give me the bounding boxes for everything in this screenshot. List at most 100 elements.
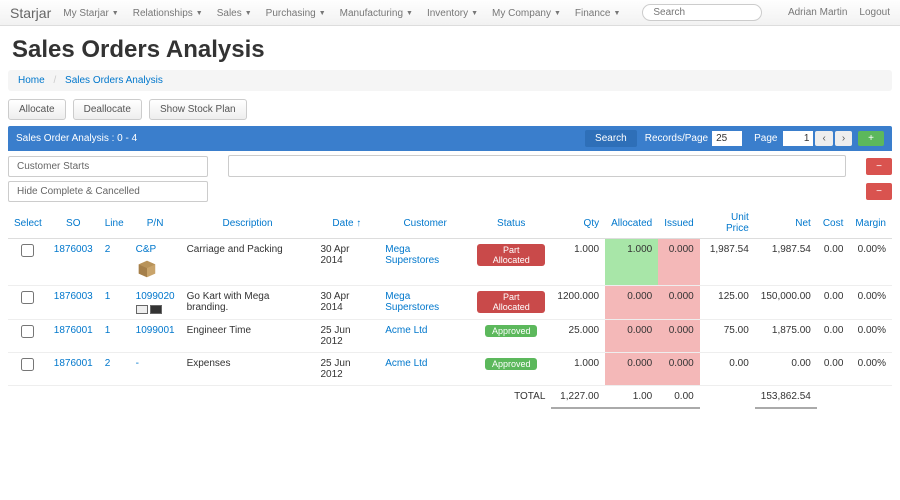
total-label: TOTAL — [471, 386, 551, 409]
nav-item-inventory[interactable]: Inventory ▼ — [427, 8, 478, 19]
status-badge: Approved — [485, 358, 538, 370]
search-button[interactable]: Search — [585, 130, 637, 147]
prev-button[interactable]: ‹ — [815, 131, 832, 146]
customer-link[interactable]: Mega Superstores — [385, 244, 439, 266]
cost-cell: 0.00 — [817, 353, 850, 386]
hide-filter[interactable] — [8, 181, 208, 202]
qty-cell: 25.000 — [551, 320, 605, 353]
so-link[interactable]: 1876001 — [54, 358, 93, 369]
deallocate-button[interactable]: Deallocate — [73, 99, 142, 120]
date-cell: 25 Jun 2012 — [314, 353, 379, 386]
col-date-[interactable]: Date ↑ — [314, 208, 379, 239]
so-link[interactable]: 1876003 — [54, 244, 93, 255]
toolbar: Allocate Deallocate Show Stock Plan — [8, 99, 892, 120]
nav-item-my-starjar[interactable]: My Starjar ▼ — [63, 8, 119, 19]
nav-item-finance[interactable]: Finance ▼ — [575, 8, 621, 19]
issued-cell: 0.000 — [658, 239, 699, 286]
nav-item-manufacturing[interactable]: Manufacturing ▼ — [340, 8, 413, 19]
remove-filter-button-2[interactable]: − — [866, 183, 892, 200]
col-p-n[interactable]: P/N — [130, 208, 181, 239]
table-row: 1876001 2 - Expenses25 Jun 2012 Acme Ltd Appr… — [8, 353, 892, 386]
desc-cell: Engineer Time — [181, 320, 315, 353]
col-line[interactable]: Line — [99, 208, 130, 239]
allocate-button[interactable]: Allocate — [8, 99, 66, 120]
desc-cell: Carriage and Packing — [181, 239, 315, 286]
customer-filter[interactable] — [8, 156, 208, 177]
col-status[interactable]: Status — [471, 208, 551, 239]
show-stock-button[interactable]: Show Stock Plan — [149, 99, 247, 120]
logout-link[interactable]: Logout — [859, 7, 890, 18]
user-name[interactable]: Adrian Martin — [788, 7, 847, 18]
status-badge: Approved — [485, 325, 538, 337]
pn-link[interactable]: 1099020 — [136, 291, 175, 302]
line-link[interactable]: 1 — [105, 325, 111, 336]
so-link[interactable]: 1876003 — [54, 291, 93, 302]
pn-link[interactable]: C&P — [136, 244, 157, 255]
unit-cell: 1,987.54 — [700, 239, 755, 286]
records-page-input[interactable] — [712, 131, 742, 146]
alloc-cell: 0.000 — [605, 320, 658, 353]
remove-filter-button[interactable]: − — [866, 158, 892, 175]
margin-cell: 0.00% — [849, 353, 892, 386]
col-so[interactable]: SO — [48, 208, 99, 239]
breadcrumb-home[interactable]: Home — [18, 75, 45, 86]
col-margin[interactable]: Margin — [849, 208, 892, 239]
nav-item-my-company[interactable]: My Company ▼ — [492, 8, 561, 19]
date-cell: 25 Jun 2012 — [314, 320, 379, 353]
row-select[interactable] — [21, 291, 34, 304]
row-select[interactable] — [21, 244, 34, 257]
issued-cell: 0.000 — [658, 353, 699, 386]
alloc-cell: 1.000 — [605, 239, 658, 286]
unit-cell: 75.00 — [700, 320, 755, 353]
nav-item-purchasing[interactable]: Purchasing ▼ — [266, 8, 326, 19]
pn-link[interactable]: - — [136, 358, 139, 369]
add-button[interactable]: + — [858, 131, 884, 146]
col-net[interactable]: Net — [755, 208, 817, 239]
status-badge: Part Allocated — [477, 291, 545, 313]
margin-cell: 0.00% — [849, 320, 892, 353]
net-cell: 1,987.54 — [755, 239, 817, 286]
page-input[interactable] — [783, 131, 813, 146]
line-link[interactable]: 2 — [105, 244, 111, 255]
caret-icon: ▼ — [613, 10, 620, 17]
nav-item-relationships[interactable]: Relationships ▼ — [133, 8, 203, 19]
col-cost[interactable]: Cost — [817, 208, 850, 239]
page-title: Sales Orders Analysis — [12, 36, 888, 64]
line-link[interactable]: 1 — [105, 291, 111, 302]
issued-cell: 0.000 — [658, 320, 699, 353]
col-allocated[interactable]: Allocated — [605, 208, 658, 239]
col-customer[interactable]: Customer — [379, 208, 471, 239]
customer-link[interactable]: Acme Ltd — [385, 358, 427, 369]
row-select[interactable] — [21, 358, 34, 371]
table-row: 1876001 1 1099001 Engineer Time25 Jun 2012 A… — [8, 320, 892, 353]
table-row: 1876003 2 C&P Carriage and Packing30 Apr 20… — [8, 239, 892, 286]
next-button[interactable]: › — [835, 131, 852, 146]
total-issued: 0.00 — [658, 386, 699, 409]
row-select[interactable] — [21, 325, 34, 338]
total-qty: 1,227.00 — [551, 386, 605, 409]
desc-cell: Expenses — [181, 353, 315, 386]
col-qty[interactable]: Qty — [551, 208, 605, 239]
line-link[interactable]: 2 — [105, 358, 111, 369]
col-issued[interactable]: Issued — [658, 208, 699, 239]
filters-row1: − — [8, 155, 892, 177]
so-link[interactable]: 1876001 — [54, 325, 93, 336]
col-unit-price[interactable]: Unit Price — [700, 208, 755, 239]
breadcrumb: Home / Sales Orders Analysis — [8, 70, 892, 91]
wide-filter[interactable] — [228, 155, 846, 177]
search-input[interactable] — [642, 4, 762, 21]
alloc-cell: 0.000 — [605, 286, 658, 320]
qty-cell: 1200.000 — [551, 286, 605, 320]
orders-table: SelectSOLineP/NDescriptionDate ↑Customer… — [8, 208, 892, 409]
unit-cell: 125.00 — [700, 286, 755, 320]
nav-item-sales[interactable]: Sales ▼ — [217, 8, 252, 19]
alloc-cell: 0.000 — [605, 353, 658, 386]
breadcrumb-current[interactable]: Sales Orders Analysis — [65, 75, 163, 86]
col-select[interactable]: Select — [8, 208, 48, 239]
date-cell: 30 Apr 2014 — [314, 239, 379, 286]
brand[interactable]: Starjar — [10, 5, 51, 21]
customer-link[interactable]: Acme Ltd — [385, 325, 427, 336]
pn-link[interactable]: 1099001 — [136, 325, 175, 336]
col-description[interactable]: Description — [181, 208, 315, 239]
customer-link[interactable]: Mega Superstores — [385, 291, 439, 313]
